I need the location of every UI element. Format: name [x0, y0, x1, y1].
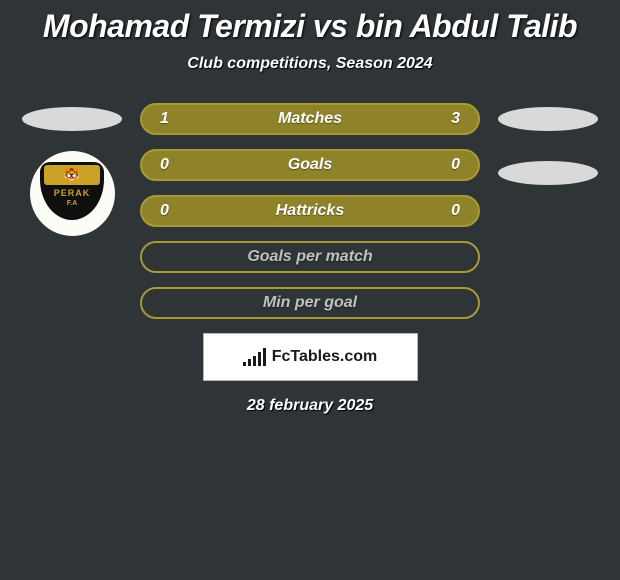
footer: FcTables.com 28 february 2025 [0, 333, 620, 415]
stat-bar-min-per-goal: Min per goal [140, 287, 480, 319]
club-badge-left: 🐯 PERAK F.A [30, 151, 115, 236]
main-row: 🐯 PERAK F.A 1Matches3 0Goals0 0Hattricks0 G… [0, 103, 620, 319]
stat-label: Min per goal [142, 294, 478, 312]
infographic-root: Mohamad Termizi vs bin Abdul Talib Club … [0, 0, 620, 415]
footer-date: 28 february 2025 [247, 397, 373, 415]
stat-bar-goals: 0Goals0 [140, 149, 480, 181]
stat-label: Goals per match [142, 248, 478, 266]
stat-bar-goals-per-match: Goals per match [140, 241, 480, 273]
stat-label: Matches [142, 110, 478, 128]
stat-label: Hattricks [142, 202, 478, 220]
brand-text: FcTables.com [272, 348, 378, 366]
club-sub: F.A [40, 200, 104, 207]
stat-bar-hattricks: 0Hattricks0 [140, 195, 480, 227]
player-photo-placeholder-right-1 [498, 107, 598, 131]
brand-chart-icon [243, 348, 266, 366]
player-photo-placeholder-right-2 [498, 161, 598, 185]
page-title: Mohamad Termizi vs bin Abdul Talib [0, 8, 620, 45]
right-column [498, 103, 598, 185]
left-column: 🐯 PERAK F.A [22, 103, 122, 236]
stats-column: 1Matches3 0Goals0 0Hattricks0 Goals per mat… [140, 103, 480, 319]
tiger-icon: 🐯 [64, 167, 80, 183]
club-name: PERAK [40, 188, 104, 198]
player-photo-placeholder-left [22, 107, 122, 131]
stat-bar-matches: 1Matches3 [140, 103, 480, 135]
brand-box: FcTables.com [203, 333, 418, 381]
page-subtitle: Club competitions, Season 2024 [0, 55, 620, 73]
club-crest: 🐯 PERAK F.A [40, 162, 104, 226]
stat-label: Goals [142, 156, 478, 174]
